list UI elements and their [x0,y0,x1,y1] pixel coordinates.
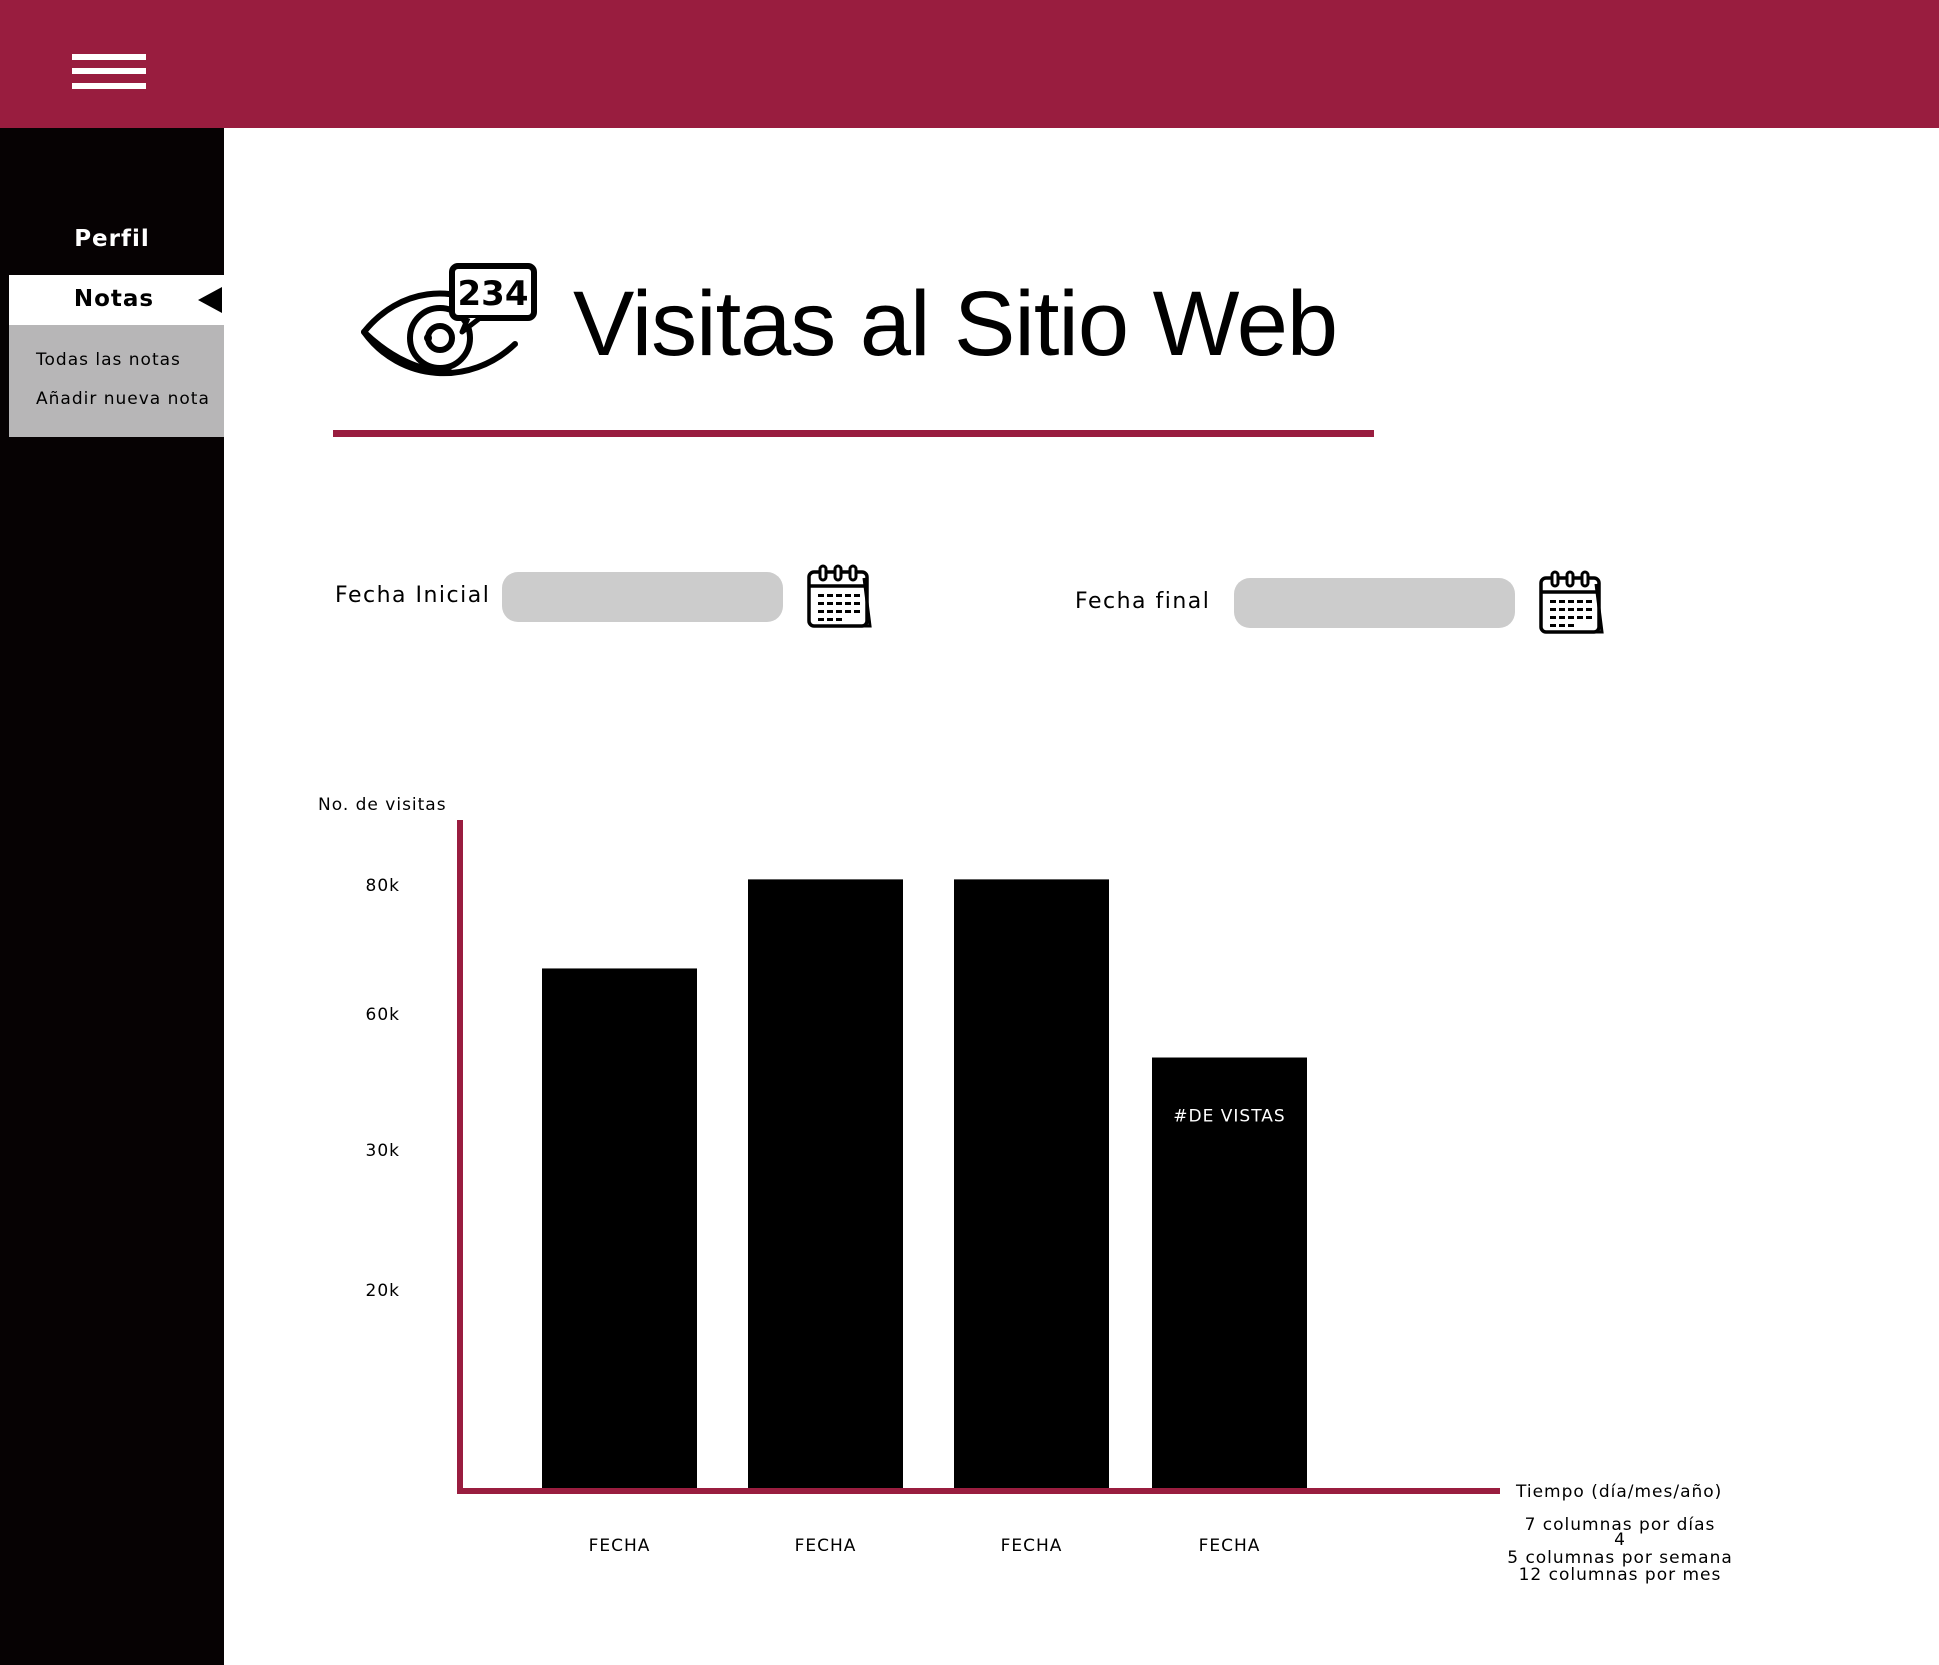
x-category-label: FECHA [589,1536,651,1556]
caret-left-icon [198,287,222,313]
sidebar-item-perfil[interactable]: Perfil [74,226,150,252]
eye-counter-icon: 234 [361,263,537,377]
end-date-label: Fecha final [1075,589,1211,614]
sidebar-item-notas[interactable]: Notas [9,275,224,325]
notas-submenu: Todas las notas Añadir nueva nota [9,325,224,437]
sidebar: Perfil Notas Todas las notas Añadir nuev… [0,128,224,1665]
x-axis-note: 5 columnas por semana [1507,1548,1733,1568]
page-title: Visitas al Sitio Web [573,273,1338,375]
start-date-label: Fecha Inicial [335,583,491,608]
bar-data-label: #DE VISTAS [1173,1107,1285,1127]
sidebar-item-label: Notas [73,286,155,312]
x-category-label: FECHA [795,1536,857,1556]
y-axis-title: No. de visitas [318,795,447,815]
x-axis-line [457,1488,1500,1494]
y-tick-label: 30k [366,1141,400,1161]
y-axis-line [457,820,463,1494]
bar[interactable] [748,879,903,1488]
submenu-item-todas-las-notas[interactable]: Todas las notas [36,350,181,370]
top-bar [0,0,1939,128]
eye-counter-value: 234 [458,274,529,314]
x-axis-title: Tiempo (día/mes/año) [1515,1482,1722,1502]
x-axis-note: 7 columnas por días [1525,1515,1716,1535]
y-tick-label: 20k [366,1281,400,1301]
x-category-label: FECHA [1199,1536,1261,1556]
y-tick-label: 80k [366,876,400,896]
submenu-item-anadir-nueva-nota[interactable]: Añadir nueva nota [36,389,210,409]
end-date-input[interactable] [1234,578,1515,628]
bar[interactable] [1152,1057,1307,1488]
start-date-input[interactable] [502,572,783,622]
end-calendar-icon[interactable] [1538,570,1606,636]
x-axis-note: 4 [1614,1530,1626,1550]
x-category-label: FECHA [1001,1536,1063,1556]
start-calendar-icon[interactable] [806,564,874,630]
bar[interactable] [542,968,697,1488]
x-axis-note: 12 columnas por mes [1519,1565,1722,1585]
title-divider [333,430,1374,437]
bar[interactable] [954,879,1109,1488]
y-tick-label: 60k [366,1005,400,1025]
hamburger-menu-icon[interactable] [72,50,152,98]
